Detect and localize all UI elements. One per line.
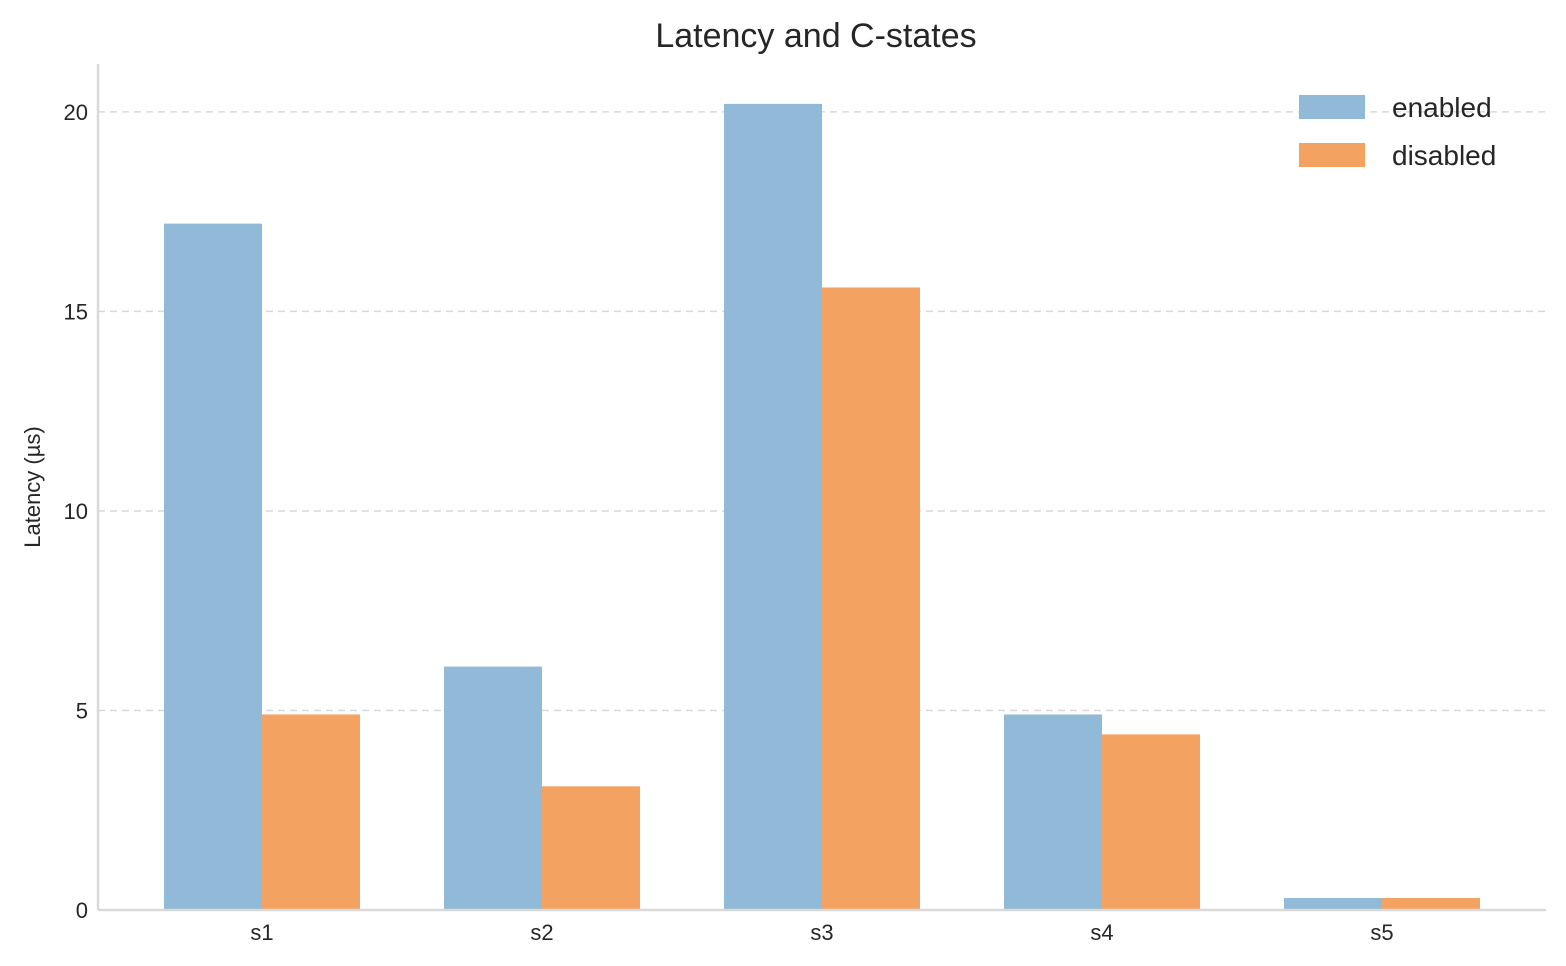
legend-swatch-disabled (1299, 143, 1365, 167)
y-tick-label: 20 (64, 100, 88, 125)
y-tick-label: 10 (64, 499, 88, 524)
x-tick-label: s5 (1370, 920, 1393, 945)
bar-disabled-s2 (542, 786, 640, 910)
legend-swatch-enabled (1299, 95, 1365, 119)
x-tick-labels: s1 s2 s3 s4 s5 (250, 920, 1393, 945)
x-tick-label: s2 (530, 920, 553, 945)
legend: enabled disabled (1299, 92, 1496, 171)
bar-enabled-s2 (444, 666, 542, 910)
axes (96, 64, 1546, 912)
bar-enabled-s3 (724, 103, 822, 911)
chart-title: Latency and C-states (655, 17, 976, 55)
bar-enabled-s1 (164, 223, 262, 911)
bar-enabled-s5 (1284, 898, 1382, 910)
y-tick-label: 0 (76, 898, 88, 923)
legend-label-enabled: enabled (1392, 92, 1492, 123)
bar-disabled-s3 (822, 287, 920, 911)
x-tick-label: s3 (810, 920, 833, 945)
y-tick-label: 5 (76, 698, 88, 723)
bar-disabled-s4 (1102, 734, 1200, 910)
y-axis-label: Latency (µs) (20, 426, 45, 548)
bars (164, 103, 1480, 911)
x-tick-label: s1 (250, 920, 273, 945)
x-tick-label: s4 (1090, 920, 1113, 945)
bar-disabled-s1 (262, 714, 360, 910)
bar-disabled-s5 (1382, 898, 1480, 910)
legend-label-disabled: disabled (1392, 140, 1496, 171)
y-tick-labels: 0 5 10 15 20 (64, 100, 88, 923)
bar-enabled-s4 (1004, 714, 1102, 910)
y-tick-label: 15 (64, 299, 88, 324)
